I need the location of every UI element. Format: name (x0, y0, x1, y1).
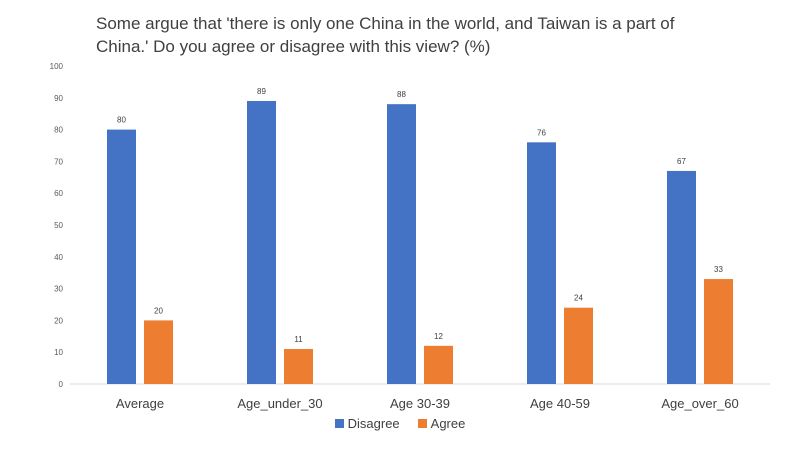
bar (564, 307, 593, 384)
y-tick-label: 70 (54, 157, 63, 166)
data-label: 80 (117, 116, 126, 125)
legend-label-agree: Agree (430, 416, 466, 431)
chart-title: Some argue that 'there is only one China… (96, 12, 696, 58)
y-tick-label: 50 (54, 221, 63, 230)
y-tick-label: 30 (54, 285, 63, 294)
y-tick-label: 90 (54, 94, 63, 103)
bar (107, 129, 136, 384)
x-tick-label: Age_over_60 (661, 396, 738, 411)
legend-swatch-agree (417, 419, 427, 428)
legend-swatch-disagree (334, 419, 344, 428)
data-label: 76 (537, 128, 546, 137)
bar (284, 349, 313, 384)
data-label: 67 (677, 157, 686, 166)
bar (144, 320, 173, 384)
data-label: 11 (294, 335, 303, 344)
data-label: 12 (434, 332, 443, 341)
y-tick-label: 40 (54, 253, 63, 262)
bar (527, 142, 556, 384)
x-tick-label: Age 40-59 (530, 396, 590, 411)
y-tick-label: 60 (54, 189, 63, 198)
y-tick-label: 80 (54, 126, 63, 135)
chart-title-line-1: Some argue that 'there is only one China… (96, 14, 675, 33)
data-label: 33 (714, 265, 723, 274)
data-label: 24 (574, 294, 583, 303)
bar (247, 100, 276, 384)
chart-title-line-2: China.' Do you agree or disagree with th… (96, 37, 491, 56)
data-label: 88 (397, 90, 406, 99)
x-tick-label: Age 30-39 (390, 396, 450, 411)
x-tick-label: Age_under_30 (237, 396, 322, 411)
legend-item-agree: Agree (417, 416, 466, 431)
x-tick-label: Average (116, 396, 164, 411)
bar (387, 104, 416, 384)
bar (424, 345, 453, 384)
data-label: 89 (257, 87, 266, 96)
y-tick-label: 100 (50, 62, 64, 71)
y-tick-label: 0 (59, 380, 64, 389)
y-tick-label: 10 (54, 348, 63, 357)
y-tick-label: 20 (54, 316, 63, 325)
bar (667, 170, 696, 384)
bar (704, 279, 733, 384)
legend: Disagree Agree (0, 416, 800, 431)
legend-label-disagree: Disagree (347, 416, 400, 431)
data-label: 20 (154, 306, 163, 315)
legend-item-disagree: Disagree (334, 416, 400, 431)
